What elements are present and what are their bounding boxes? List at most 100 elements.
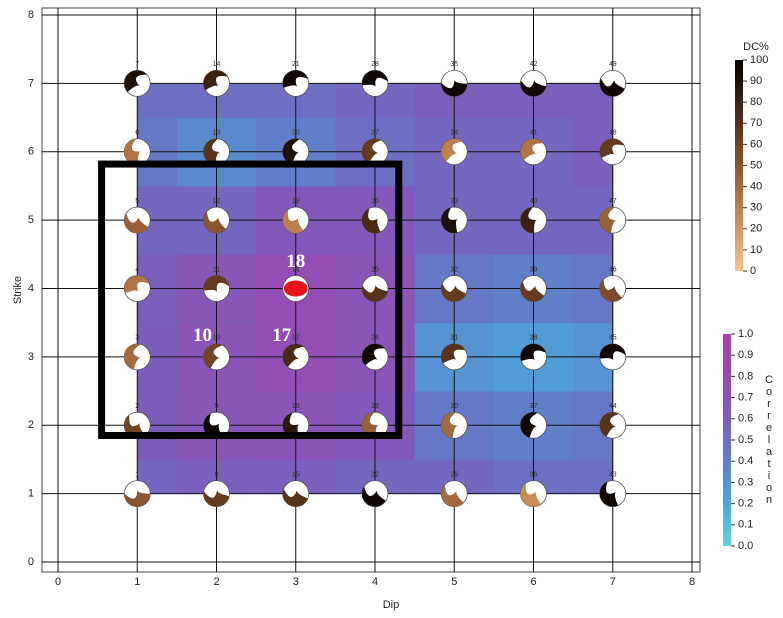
point-number: 21 xyxy=(292,61,300,68)
beachball-compression xyxy=(203,343,223,369)
beachball-compression xyxy=(599,412,620,437)
x-tick-label: 5 xyxy=(451,576,457,588)
beachball-compression xyxy=(362,208,381,234)
y-tick-label: 2 xyxy=(28,419,34,431)
beachball-compression xyxy=(599,343,626,361)
point-number: 40 xyxy=(530,198,538,205)
colorbar xyxy=(723,334,731,546)
beachball-compression xyxy=(441,283,467,302)
point-number: 13 xyxy=(213,130,221,137)
point-number: 18 xyxy=(292,266,300,273)
beachball-compression xyxy=(441,207,459,234)
beachball-compression xyxy=(282,412,300,439)
point-number: 32 xyxy=(450,266,458,273)
beachball-compression xyxy=(599,138,625,159)
point-number: 9 xyxy=(215,403,219,410)
x-tick-label: 3 xyxy=(293,576,299,588)
beachball-compression xyxy=(520,281,545,302)
y-tick-label: 3 xyxy=(28,351,34,363)
point-number: 5 xyxy=(135,198,139,205)
point-number: 47 xyxy=(609,198,617,205)
beachball-compression xyxy=(282,209,304,234)
beachball-compression xyxy=(203,275,230,293)
point-number: 11 xyxy=(213,266,220,273)
point-number: 44 xyxy=(609,403,617,410)
y-tick-label: 5 xyxy=(28,214,34,226)
colorbar-tick-label: 0.8 xyxy=(738,370,753,382)
beachball-compression xyxy=(520,482,541,507)
y-tick-label: 8 xyxy=(28,9,34,21)
point-number: 45 xyxy=(609,335,617,342)
beachball-compression xyxy=(362,70,388,88)
point-number: 39 xyxy=(530,266,538,273)
colorbar-tick-label: 20 xyxy=(750,223,762,235)
point-number: 29 xyxy=(450,471,458,478)
point-number: 12 xyxy=(213,198,221,205)
point-number: 7 xyxy=(135,61,139,68)
x-tick-label: 1 xyxy=(134,576,140,588)
point-number: 6 xyxy=(135,130,139,137)
point-number: 42 xyxy=(530,61,538,68)
dc-colorbar-title: DC% xyxy=(743,41,769,53)
correlation-colorbar-title: Correlation xyxy=(763,374,775,506)
colorbar-tick-label: 0.0 xyxy=(738,540,753,552)
point-number: 24 xyxy=(371,335,379,342)
beachball-compression xyxy=(362,343,385,366)
beachball-compression xyxy=(203,70,228,91)
beachball-compression xyxy=(203,211,227,234)
point-number: 38 xyxy=(530,335,538,342)
point-number: 43 xyxy=(609,471,617,478)
x-axis-label: Dip xyxy=(383,599,400,611)
beachball-compression xyxy=(441,343,466,364)
colorbar xyxy=(735,60,743,271)
beachball-compression xyxy=(520,343,546,362)
beachball-compression xyxy=(441,138,463,162)
point-number: 14 xyxy=(213,61,221,68)
y-tick-label: 7 xyxy=(28,77,34,89)
x-tick-label: 7 xyxy=(610,576,616,588)
point-number: 10 xyxy=(213,335,221,342)
point-number: 15 xyxy=(292,471,300,478)
colorbar-tick-label: 1.0 xyxy=(738,328,753,340)
point-number: 20 xyxy=(292,130,300,137)
y-tick-label: 1 xyxy=(28,488,34,500)
colorbar-tick-label: 80 xyxy=(750,96,762,108)
point-number: 35 xyxy=(450,61,458,68)
beachball-compression xyxy=(441,484,464,507)
point-number: 16 xyxy=(292,403,300,410)
best-solution xyxy=(283,280,308,297)
point-number: 4 xyxy=(135,266,139,273)
colorbar-tick-label: 0.6 xyxy=(738,413,753,425)
beachball-compression xyxy=(599,279,622,302)
beachball-compression xyxy=(599,78,625,97)
beachball-compression xyxy=(124,70,147,93)
beachball-compression xyxy=(362,412,379,439)
colorbar-tick-label: 0.1 xyxy=(738,519,753,531)
callout-label: 10 xyxy=(193,325,212,346)
y-tick-label: 4 xyxy=(28,282,34,294)
beachball-compression xyxy=(124,489,151,507)
colorbar-tick-label: 0.5 xyxy=(738,434,753,446)
beachball-compression xyxy=(599,207,617,233)
point-number: 49 xyxy=(609,61,617,68)
beachball-compression xyxy=(362,486,386,507)
colorbar-tick-label: 0.3 xyxy=(738,476,753,488)
colorbar-tick-label: 90 xyxy=(750,75,762,87)
beachball-compression xyxy=(282,138,300,165)
beachball-compression xyxy=(362,284,388,302)
x-tick-label: 0 xyxy=(55,576,61,588)
point-number: 27 xyxy=(371,130,379,137)
beachball-compression xyxy=(203,489,230,507)
point-number: 25 xyxy=(371,266,379,273)
point-number: 36 xyxy=(530,471,538,478)
point-number: 19 xyxy=(292,198,300,205)
colorbar-tick-label: 0.2 xyxy=(738,498,753,510)
beachball-compression xyxy=(124,343,141,370)
beachball-compression xyxy=(362,138,382,164)
beachball-compression xyxy=(520,138,544,161)
callout-label: 18 xyxy=(286,251,305,272)
point-number: 37 xyxy=(530,403,538,410)
beachball-compression xyxy=(282,70,308,88)
